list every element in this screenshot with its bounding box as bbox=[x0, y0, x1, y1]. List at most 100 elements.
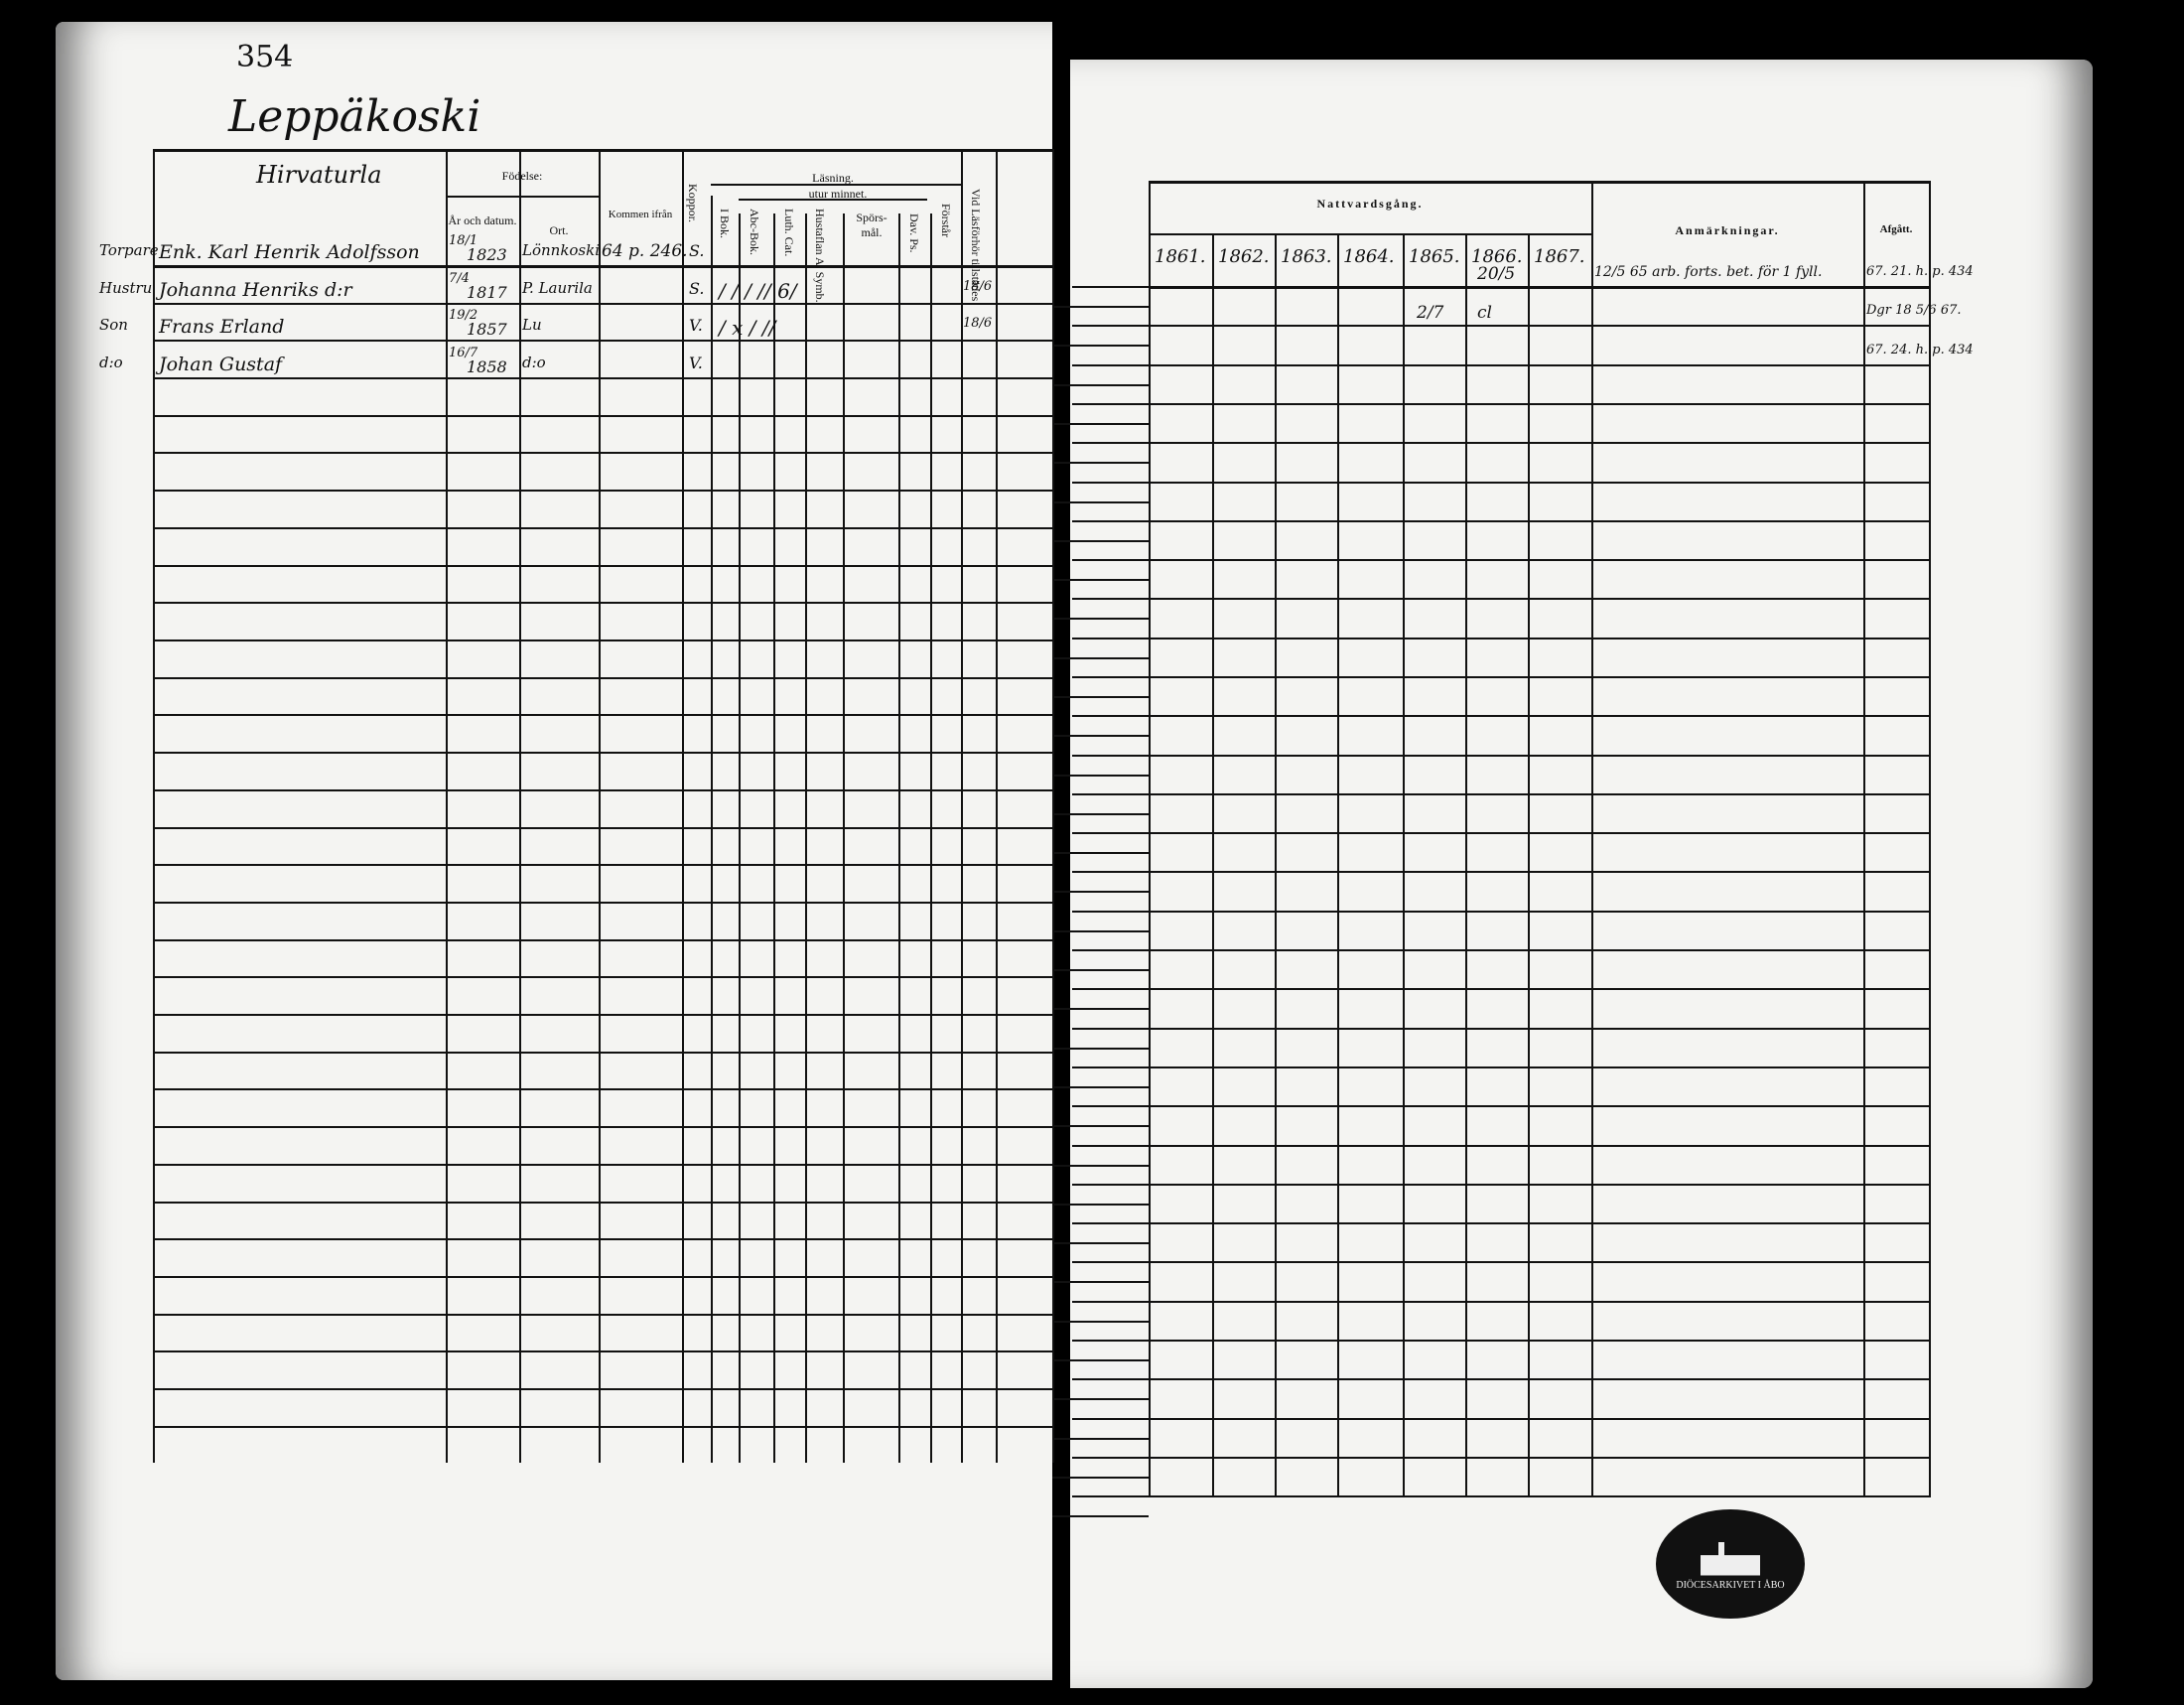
row-rule bbox=[153, 602, 1052, 604]
year-header: 1866. bbox=[1471, 246, 1523, 267]
village-name: Leppäkoski bbox=[228, 91, 481, 142]
gutter-row-rule bbox=[1052, 1242, 1149, 1244]
header-luth-cat: Luth. Cat. bbox=[782, 209, 796, 257]
row-rule bbox=[153, 976, 1052, 978]
row-rule bbox=[1072, 364, 1929, 366]
gutter-row-rule bbox=[1052, 1204, 1149, 1206]
gutter-row-rule bbox=[1052, 735, 1149, 737]
header-present: Vid Läsförhör tillstädes bbox=[969, 189, 983, 302]
row-rule bbox=[153, 303, 1052, 305]
entry-name: Johanna Henriks d:r bbox=[159, 278, 352, 301]
entry-reading: / x / // bbox=[719, 316, 776, 341]
header-rule bbox=[153, 265, 1052, 268]
column-rule bbox=[961, 149, 963, 1463]
row-rule bbox=[1072, 598, 1929, 600]
column-rule bbox=[1528, 233, 1530, 1497]
header-questions: Spörs-mål. bbox=[856, 211, 887, 239]
gutter-row-rule bbox=[1052, 891, 1149, 893]
row-rule bbox=[1072, 1145, 1929, 1147]
column-rule bbox=[1052, 149, 1054, 1463]
column-rule bbox=[446, 149, 448, 1463]
header-rule bbox=[1149, 286, 1929, 289]
entry-birth-date: 7/4 bbox=[449, 270, 470, 286]
year-header: 1862. bbox=[1218, 246, 1270, 267]
row-rule bbox=[1072, 676, 1929, 678]
gutter-row-rule bbox=[1052, 1048, 1149, 1050]
gutter-row-rule bbox=[1052, 1359, 1149, 1361]
entry-birth-date: 18/1 bbox=[449, 233, 478, 248]
row-rule bbox=[1072, 1066, 1929, 1068]
gutter-row-rule bbox=[1052, 540, 1149, 542]
gutter-row-rule bbox=[1052, 1281, 1149, 1283]
entry-1865: 2/7 bbox=[1417, 303, 1444, 324]
gutter-row-rule bbox=[1052, 345, 1149, 347]
row-rule bbox=[1072, 638, 1929, 639]
row-rule bbox=[153, 1014, 1052, 1016]
gutter-row-rule bbox=[1052, 384, 1149, 386]
header-reading: Läsning. bbox=[812, 171, 854, 185]
table-border bbox=[153, 149, 1052, 152]
gutter-row-rule bbox=[1052, 423, 1149, 425]
row-rule bbox=[153, 1314, 1052, 1316]
gutter-row-rule bbox=[1052, 1477, 1149, 1479]
entry-role: d:o bbox=[99, 354, 123, 372]
row-rule bbox=[1072, 832, 1929, 834]
row-rule bbox=[1072, 949, 1929, 951]
header-place: Ort. bbox=[549, 223, 569, 237]
entry-role: Hustru bbox=[99, 278, 153, 297]
row-rule bbox=[153, 1276, 1052, 1278]
entry-reading: / / / // 6/ bbox=[719, 278, 797, 303]
column-rule bbox=[739, 213, 741, 1463]
entry-1866: 20/5 bbox=[1477, 264, 1516, 284]
gutter-row-rule bbox=[1052, 306, 1149, 308]
gutter-row-rule bbox=[1052, 775, 1149, 777]
column-rule bbox=[1591, 181, 1593, 1497]
column-rule bbox=[996, 149, 998, 1463]
row-rule bbox=[153, 1202, 1052, 1204]
column-rule bbox=[599, 149, 601, 1463]
row-rule bbox=[153, 1350, 1052, 1352]
row-rule bbox=[153, 639, 1052, 641]
header-rule bbox=[446, 196, 599, 198]
entry-departed: Dgr 18 5/6 67. bbox=[1866, 303, 1962, 319]
row-rule bbox=[1072, 1028, 1929, 1030]
row-rule bbox=[153, 1388, 1052, 1390]
header-dav-ps: Dav. Ps. bbox=[907, 213, 921, 253]
column-rule bbox=[805, 213, 807, 1463]
gutter-row-rule bbox=[1052, 618, 1149, 620]
header-departed: Afgått. bbox=[1879, 223, 1913, 235]
row-rule bbox=[153, 340, 1052, 342]
entry-birth-year: 1857 bbox=[467, 320, 507, 340]
gutter-row-rule bbox=[1052, 1086, 1149, 1088]
row-rule bbox=[153, 939, 1052, 941]
row-rule bbox=[1072, 988, 1929, 990]
row-rule bbox=[1072, 871, 1929, 873]
entry-smallpox: S. bbox=[689, 241, 705, 260]
header-from-memory: utur minnet. bbox=[808, 187, 868, 201]
gutter-row-rule bbox=[1052, 930, 1149, 932]
entry-departed: 67. 24. h. p. 434 bbox=[1866, 342, 1974, 357]
entry-role: Son bbox=[99, 316, 128, 335]
header-in-book: I Bok. bbox=[718, 209, 732, 238]
entry-birth-place: Lönnkoski bbox=[522, 241, 601, 259]
entry-came-from: 64 p. 246. bbox=[602, 241, 688, 261]
column-rule bbox=[1337, 233, 1339, 1497]
page-number: 354 bbox=[236, 40, 294, 74]
row-rule bbox=[153, 677, 1052, 679]
row-rule bbox=[1072, 755, 1929, 757]
entry-smallpox: V. bbox=[689, 354, 703, 373]
entry-smallpox: V. bbox=[689, 316, 703, 336]
column-rule bbox=[682, 149, 684, 1463]
row-rule bbox=[1072, 1222, 1929, 1224]
header-remarks: Anmärkningar. bbox=[1675, 223, 1780, 237]
right-page bbox=[1070, 60, 2093, 1688]
row-rule bbox=[1072, 325, 1929, 327]
entry-birth-place: d:o bbox=[522, 354, 546, 372]
column-rule bbox=[1929, 181, 1931, 1497]
entry-present: 18/6 bbox=[963, 278, 993, 294]
column-rule bbox=[1149, 181, 1151, 1497]
row-rule bbox=[1072, 715, 1929, 717]
gutter-row-rule bbox=[1052, 1438, 1149, 1440]
header-hustafl: Hustaflan A. Symb. bbox=[813, 209, 827, 303]
row-rule bbox=[153, 1238, 1052, 1240]
